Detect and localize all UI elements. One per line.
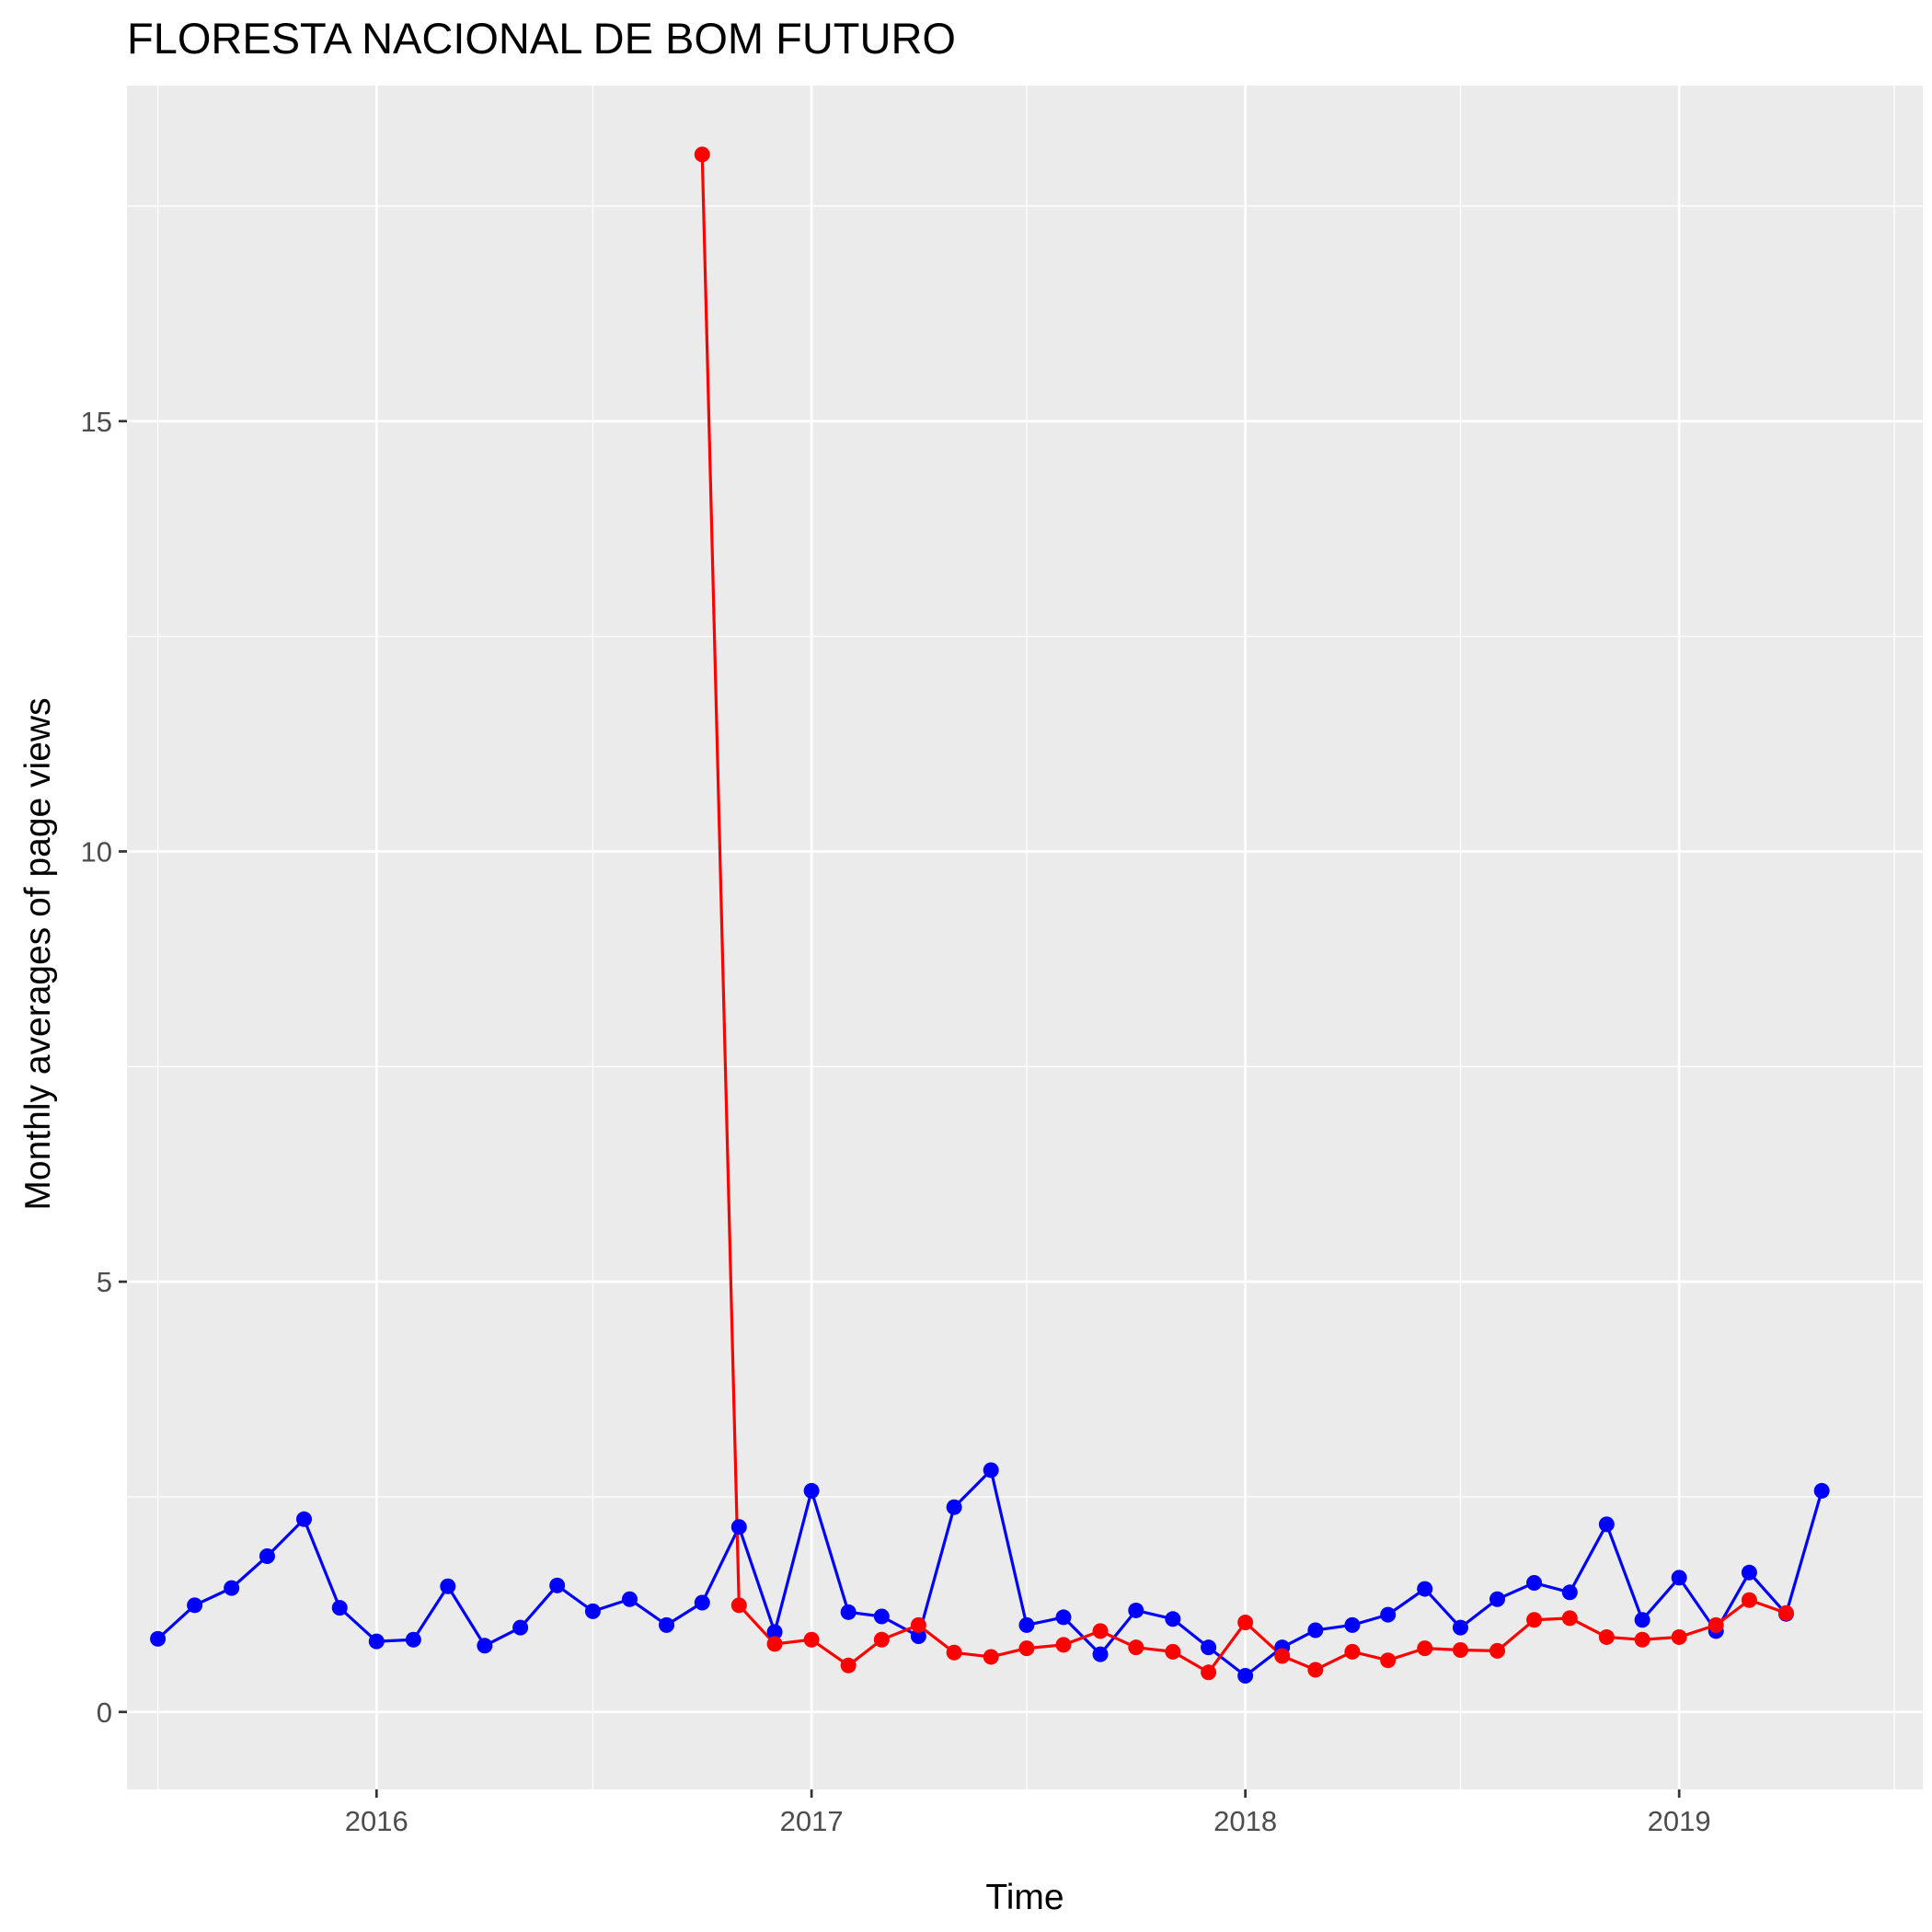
series-1-point <box>1671 1570 1687 1586</box>
series-2-point <box>803 1631 820 1648</box>
series-2-point <box>730 1597 747 1614</box>
series-1-point <box>440 1578 456 1594</box>
y-tick-label: 15 <box>81 406 112 438</box>
minor-gridlines <box>127 86 1923 1789</box>
series-1-point <box>840 1604 857 1620</box>
series-1-point <box>1526 1575 1543 1592</box>
series-1-point <box>1634 1612 1650 1628</box>
y-axis: 0 5 10 15 <box>81 406 127 1729</box>
series-2-point <box>1561 1610 1578 1627</box>
series-1-point <box>1344 1616 1361 1633</box>
series-1-point <box>259 1548 275 1565</box>
series-1-point <box>187 1597 203 1614</box>
series-1-point <box>766 1624 783 1640</box>
series-2-point <box>1344 1643 1361 1660</box>
series-1-point <box>873 1608 890 1625</box>
series-2-point <box>1777 1604 1794 1621</box>
series-1-point <box>331 1600 348 1616</box>
x-tick-label: 2019 <box>1648 1805 1711 1837</box>
series-1-point <box>1813 1482 1830 1499</box>
major-gridlines <box>127 86 1923 1789</box>
plot-panel <box>127 86 1923 1789</box>
x-tick-label: 2017 <box>780 1805 844 1837</box>
series-1-point <box>803 1482 820 1499</box>
series-1-point <box>1561 1584 1578 1601</box>
series-1-point <box>910 1628 926 1645</box>
series-2-point <box>1598 1628 1615 1645</box>
series-2-point <box>1018 1640 1035 1657</box>
y-axis-title: Monthly averages of page views <box>18 697 58 1210</box>
series-2-point <box>1307 1662 1324 1678</box>
series-1-point <box>477 1638 493 1654</box>
series-layer <box>150 146 1830 1685</box>
series-1-point <box>694 1594 710 1611</box>
series-1-point <box>295 1511 312 1527</box>
series-2-point <box>1671 1628 1687 1645</box>
series-1-point <box>1417 1581 1433 1597</box>
series-2-point <box>1055 1637 1072 1653</box>
series-2-point <box>1417 1640 1433 1657</box>
series-2-point <box>766 1636 783 1652</box>
series-1-point <box>659 1616 675 1633</box>
series-2-point <box>1452 1641 1468 1658</box>
series-1-point <box>1092 1646 1109 1662</box>
series-1-point <box>368 1633 385 1650</box>
series-1-point <box>1018 1616 1035 1633</box>
series-1-point <box>1055 1609 1072 1626</box>
series-2-point <box>1741 1592 1757 1608</box>
y-tick-label: 5 <box>97 1266 112 1298</box>
x-tick-label: 2016 <box>345 1805 408 1837</box>
series-1-point <box>224 1580 240 1596</box>
series-1-point <box>1452 1619 1468 1636</box>
series-2-point <box>1634 1631 1650 1648</box>
series-1-point <box>1741 1564 1757 1581</box>
series-1-point <box>1201 1639 1217 1656</box>
series-1-point <box>405 1631 421 1648</box>
series-1-point <box>1598 1516 1615 1533</box>
series-2-point <box>1128 1639 1144 1656</box>
series-1-point <box>1489 1591 1506 1607</box>
series-2-point <box>1489 1642 1506 1659</box>
series-1-point <box>1237 1668 1254 1685</box>
series-2-point <box>1165 1643 1181 1660</box>
x-tick-label: 2018 <box>1213 1805 1277 1837</box>
series-2-point <box>983 1649 999 1665</box>
x-axis: 2016 2017 2018 2019 <box>345 1789 1711 1837</box>
series-1-point <box>549 1577 566 1593</box>
series-2-point <box>1380 1652 1397 1669</box>
series-2-point <box>873 1631 890 1648</box>
series-1-point <box>946 1499 962 1515</box>
series-2-point <box>946 1644 962 1661</box>
series-1-point <box>1380 1606 1397 1623</box>
series-1-point <box>150 1630 167 1647</box>
series-1-point <box>1128 1602 1144 1618</box>
series-2-point <box>1237 1615 1254 1631</box>
series-1-point <box>730 1519 747 1535</box>
series-1-point <box>584 1603 601 1619</box>
series-2-point <box>694 146 710 163</box>
series-2-point <box>1274 1648 1291 1664</box>
series-1-point <box>983 1462 999 1478</box>
chart-title: FLORESTA NACIONAL DE BOM FUTURO <box>127 14 956 63</box>
series-2-point <box>910 1616 926 1633</box>
series-2-point <box>1526 1612 1543 1628</box>
series-1-point <box>621 1591 638 1607</box>
series-2-point <box>1201 1664 1217 1681</box>
y-tick-label: 0 <box>97 1696 112 1729</box>
series-2-point <box>1092 1623 1109 1639</box>
series-1-point <box>1307 1622 1324 1639</box>
series-2-point <box>1708 1616 1724 1633</box>
series-1-point <box>512 1619 529 1636</box>
x-axis-title: Time <box>985 1878 1064 1917</box>
series-2-point <box>840 1657 857 1673</box>
y-tick-label: 10 <box>81 835 112 868</box>
series-1-point <box>1165 1611 1181 1627</box>
